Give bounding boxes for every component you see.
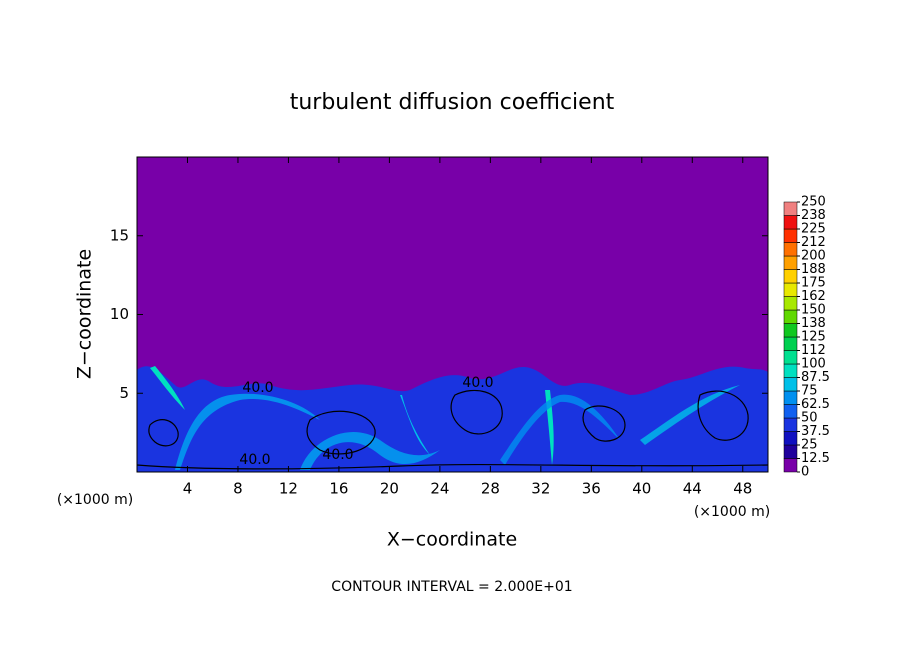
y-axis-label: Z−coordinate [74,249,96,379]
contour-label: 40.0 [462,375,493,391]
colorbar-tick-label: 250 [801,195,826,210]
chart-title: turbulent diffusion coefficient [290,90,615,115]
colorbar-tick-label: 200 [801,249,826,264]
colorbar-bin [783,404,798,419]
x-unit-label: (×1000 m) [694,504,770,520]
colorbar-bin [783,390,798,405]
colorbar-tick-label: 12.5 [801,451,830,466]
colorbar-tick-label: 87.5 [801,370,830,385]
colorbar-bin [783,350,798,365]
colorbar-bin [783,363,798,378]
colorbar-tick-label: 25 [801,438,818,453]
colorbar-bin [783,417,798,432]
x-axis-label: X−coordinate [387,529,517,551]
footer-note: CONTOUR INTERVAL = 2.000E+01 [331,579,572,595]
colorbar-bin [783,215,798,230]
contour-label: 40.0 [322,447,353,463]
colorbar-tick-label: 112 [801,343,826,358]
x-tick-label: 16 [329,480,348,498]
y-tick-label: 5 [119,384,129,402]
colorbar-bin [783,336,798,351]
x-tick-label: 48 [733,480,752,498]
x-tick-label: 32 [531,480,550,498]
turbulent-field [136,366,769,472]
y-unit-label: (×1000 m) [57,492,133,508]
colorbar-bin [783,255,798,270]
colorbar-bin [783,282,798,297]
colorbar-tick-label: 150 [801,303,826,318]
colorbar-tick-label: 75 [801,384,818,399]
x-tick-label: 40 [632,480,651,498]
colorbar-tick-label: 50 [801,411,818,426]
colorbar-bin [783,201,798,216]
colorbar-bin [783,296,798,311]
contour-label: 40.0 [242,380,273,396]
colorbar-bin [783,242,798,257]
colorbar-bin [783,269,798,284]
colorbar-tick-label: 175 [801,276,826,291]
colorbar-tick-label: 238 [801,208,826,223]
colorbar-tick-label: 37.5 [801,424,830,439]
colorbar-bin [783,309,798,324]
x-tick-label: 4 [183,480,193,498]
colorbar-bin [783,323,798,338]
y-tick-label: 10 [110,305,129,323]
colorbar-tick-label: 212 [801,235,826,250]
x-tick-label: 36 [582,480,601,498]
contour-label: 40.0 [239,452,270,468]
x-tick-label: 8 [233,480,243,498]
colorbar-bin [783,431,798,446]
colorbar-tick-label: 0 [801,465,809,480]
colorbar-bin [783,377,798,392]
x-tick-label: 28 [481,480,500,498]
x-tick-label: 12 [279,480,298,498]
colorbar-tick-label: 138 [801,316,826,331]
x-tick-label: 20 [380,480,399,498]
colorbar-bin [783,458,798,473]
colorbar-tick-label: 162 [801,289,826,304]
x-tick-label: 24 [430,480,449,498]
y-tick-label: 15 [110,226,129,244]
colorbar-tick-label: 125 [801,330,826,345]
colorbar-tick-label: 188 [801,262,826,277]
colorbar-bin [783,444,798,459]
colorbar-tick-label: 225 [801,222,826,237]
colorbar-tick-label: 100 [801,357,826,372]
colorbar-bin [783,228,798,243]
colorbar-tick-label: 62.5 [801,397,830,412]
x-tick-label: 44 [683,480,702,498]
